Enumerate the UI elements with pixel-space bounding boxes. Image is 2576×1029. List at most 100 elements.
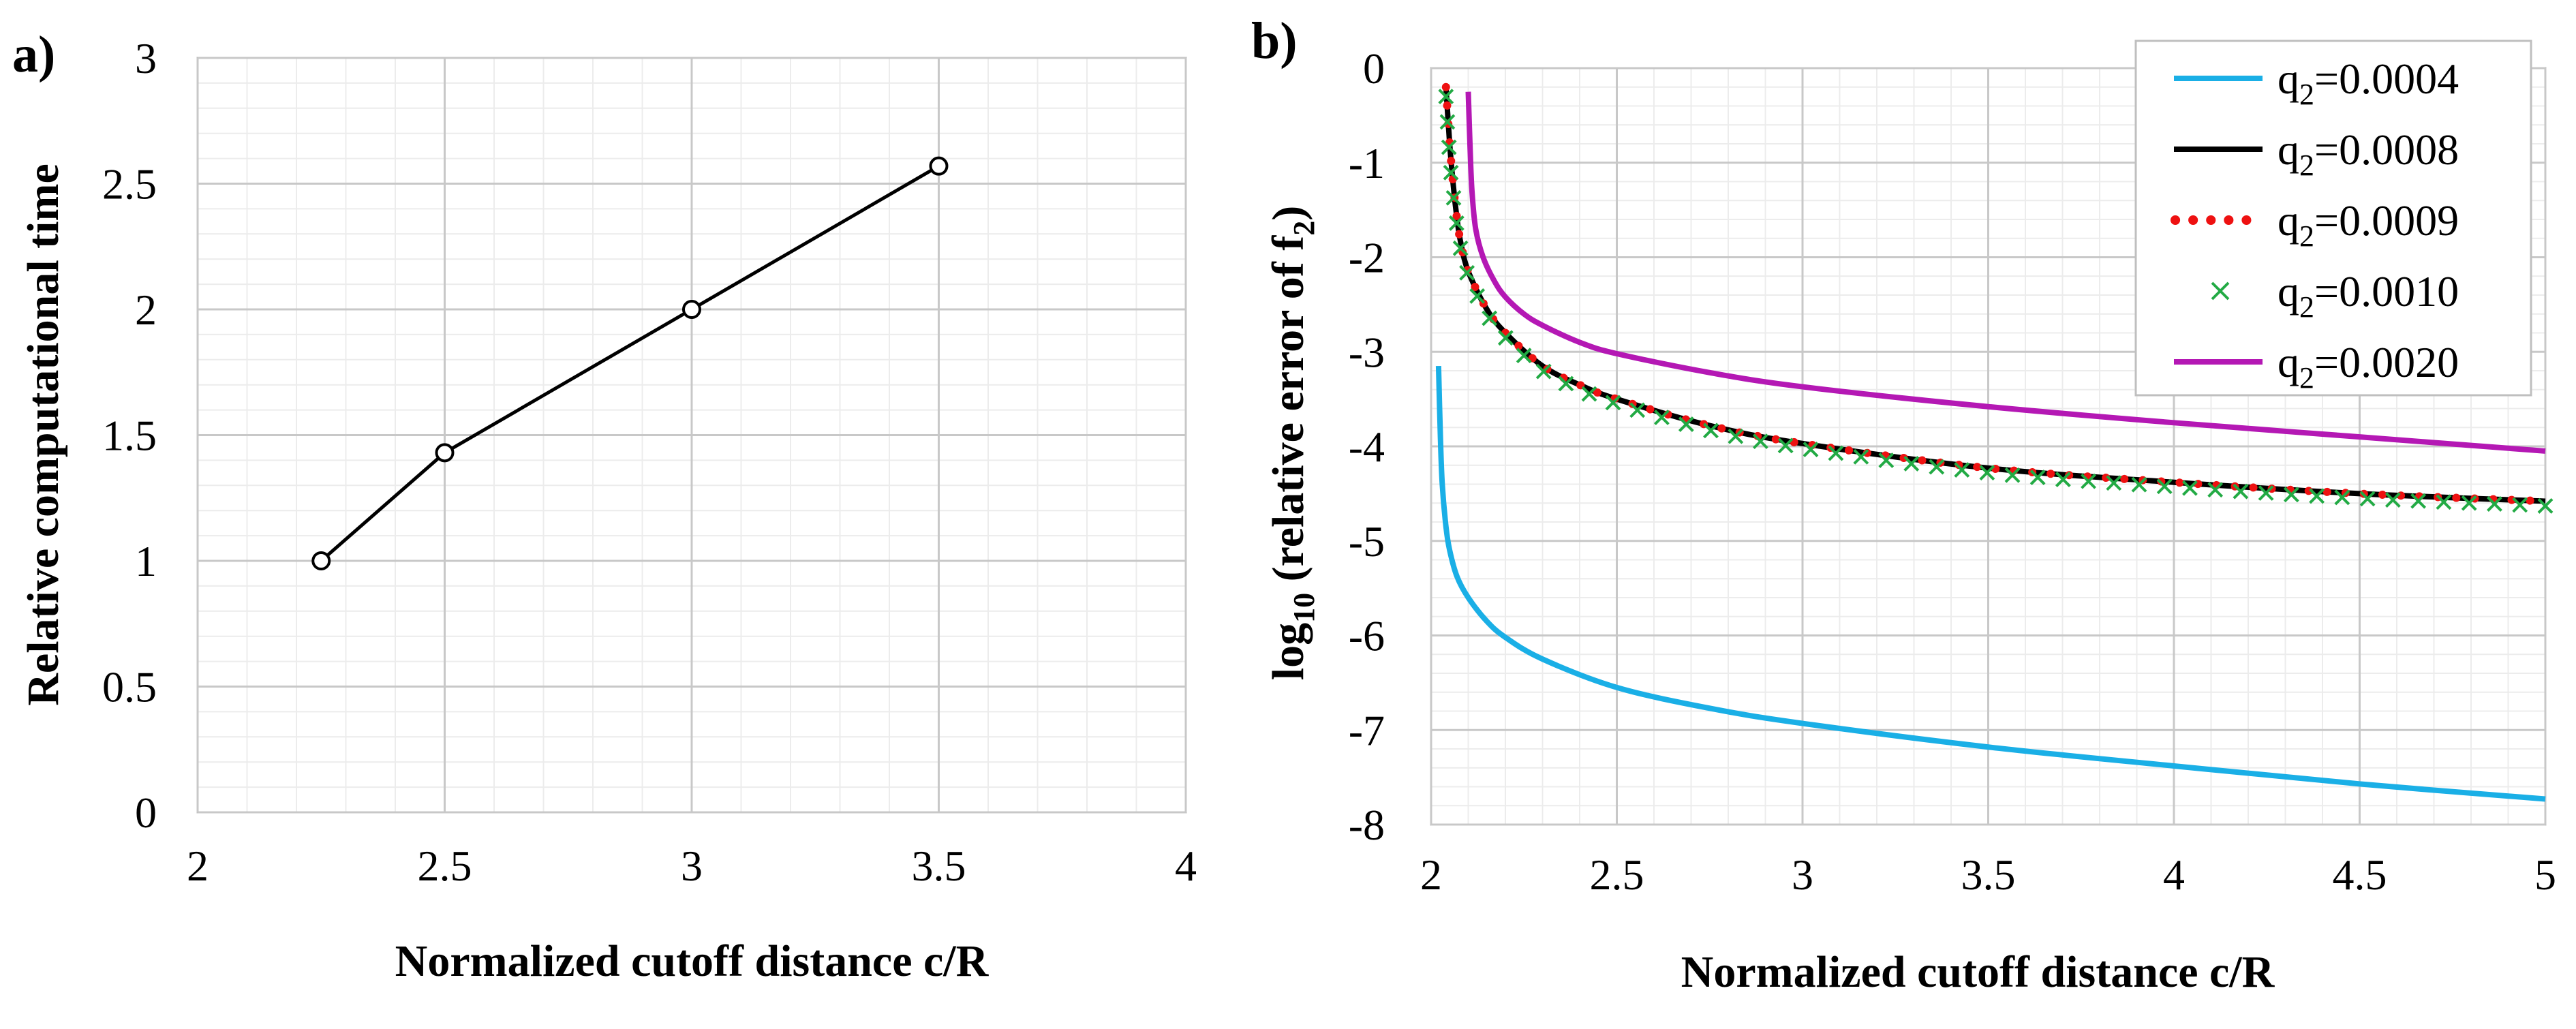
series-00010-marker	[1777, 437, 1794, 454]
series-00010-marker	[1929, 459, 1945, 475]
series-00010-marker	[2258, 485, 2274, 501]
series-00010-marker	[2029, 470, 2046, 486]
y-tick-label: 0	[1363, 44, 1385, 93]
panel-b-legend: q2=0.0004 q2=0.0008 q2=0.0009 q2=0.0010 q2=0…	[2134, 40, 2532, 397]
y-tick-label: -7	[1349, 706, 1385, 754]
y-tick-label: -6	[1349, 612, 1385, 660]
panel-b-x-axis-title: Normalized cutoff distance c/R	[1681, 947, 2275, 997]
series-00010-marker	[1443, 164, 1459, 181]
panel-a-label: a)	[12, 26, 55, 83]
y-tick-label: 0.5	[102, 663, 157, 711]
panel-b-label: b)	[1251, 12, 1298, 70]
y-tick-label: 0	[135, 788, 157, 837]
y-tick-label: -5	[1349, 517, 1385, 566]
legend-item: q2=0.0009	[2171, 196, 2459, 253]
series-00010-marker	[1497, 330, 1514, 346]
series-00010-marker	[2385, 492, 2401, 508]
series-00010-marker	[2131, 476, 2147, 493]
y-tick-label: -1	[1349, 139, 1385, 187]
panel-a-x-axis-title: Normalized cutoff distance c/R	[395, 936, 990, 986]
series-00010-marker	[1703, 423, 1719, 439]
series-00010-marker	[1516, 348, 1532, 364]
y-title-log: log	[1263, 623, 1313, 680]
series-00010-marker	[1678, 416, 1694, 432]
x-tick-label: 3.5	[1961, 850, 2016, 899]
series-00010-marker	[1439, 114, 1456, 130]
y-tick-label: 1	[135, 537, 157, 585]
y-title-sub-10: 10	[1287, 593, 1321, 623]
x-tick-label: 2.5	[1590, 850, 1644, 899]
series-00010-marker	[2233, 483, 2249, 500]
series-00010-marker	[1752, 433, 1768, 450]
series-00010-marker	[2055, 472, 2071, 487]
series-00010-marker	[1459, 264, 1475, 281]
series-00004-line	[1435, 365, 2546, 802]
series-00010-marker	[2156, 478, 2173, 495]
series-00010-marker	[1469, 288, 1486, 304]
y-tick-label: -8	[1349, 801, 1385, 849]
panel-b: b) 2 2.5 3 3.5 4 4.5 5 0 -1 -2 -3 -4 -5 -6 -7 -8 Norma…	[1251, 12, 2556, 997]
series-00010-marker	[1448, 215, 1465, 231]
legend-label: q2=0.0008	[2278, 125, 2459, 182]
series-00010-marker	[1438, 89, 1454, 105]
legend-item: q2=0.0008	[2174, 125, 2459, 182]
x-tick-label: 5	[2534, 850, 2556, 899]
legend-swatch	[2211, 281, 2230, 301]
series-00010-marker	[2436, 494, 2452, 510]
y-tick-label: 2	[135, 286, 157, 334]
series-00010-marker	[2410, 493, 2427, 509]
series-00010-marker	[2334, 489, 2350, 506]
series-00010-marker	[2207, 482, 2224, 498]
series-00010-marker	[1581, 386, 1597, 402]
series-00010-marker	[2537, 497, 2554, 514]
series-00010-marker	[1482, 310, 1498, 326]
panel-a-y-axis-title: Relative computational time	[18, 164, 68, 706]
series-00010-marker	[1803, 442, 1819, 458]
x-tick-label: 2	[187, 842, 209, 890]
y-tick-label: -3	[1349, 328, 1385, 376]
legend-item: q2=0.0004	[2174, 55, 2459, 111]
legend-label: q2=0.0020	[2278, 338, 2459, 395]
legend-box	[2134, 40, 2532, 397]
y-tick-label: -4	[1349, 423, 1385, 471]
panel-b-series	[1435, 82, 2554, 802]
legend-label: q2=0.0010	[2278, 267, 2459, 324]
panel-b-y-ticks: 0 -1 -2 -3 -4 -5 -6 -7 -8	[1349, 44, 1385, 849]
data-point	[682, 300, 701, 319]
panel-a-grid	[196, 57, 1187, 814]
series-00010-marker	[2512, 497, 2528, 513]
series-00010-marker	[1441, 139, 1457, 155]
x-tick-label: 3	[1792, 850, 1813, 899]
panel-a-series	[311, 156, 949, 570]
x-tick-label: 4	[2163, 850, 2185, 899]
data-point	[435, 443, 455, 463]
series-00010-marker	[2182, 480, 2198, 496]
series-00010-marker	[1605, 395, 1621, 411]
series-00010-marker	[1878, 452, 1895, 468]
y-tick-label: 3	[135, 34, 157, 82]
series-00010-marker	[1535, 363, 1552, 380]
panel-a-x-ticks: 2 2.5 3 3.5 4	[187, 842, 1197, 890]
y-tick-label: 1.5	[102, 412, 157, 460]
y-tick-label: 2.5	[102, 160, 157, 209]
y-tick-label: -2	[1349, 234, 1385, 282]
panel-a-y-ticks: 0 0.5 1 1.5 2 2.5 3	[102, 34, 157, 837]
panel-b-x-ticks: 2 2.5 3 3.5 4 4.5 5	[1420, 850, 2556, 899]
x-tick-label: 3.5	[912, 842, 966, 890]
series-00010-marker	[2487, 496, 2502, 512]
legend-label: q2=0.0004	[2278, 55, 2459, 111]
series-00010-marker	[1445, 189, 1462, 206]
x-tick-label: 2	[1420, 850, 1442, 899]
panel-b-y-axis-title: log10 (relative error of f2)	[1263, 206, 1321, 680]
series-00010-marker	[1853, 448, 1869, 465]
series-00010-marker	[1629, 402, 1646, 418]
series-line	[320, 164, 940, 562]
x-tick-label: 4	[1175, 842, 1197, 890]
series-00010-marker	[1728, 428, 1744, 444]
series-00010-marker	[2004, 467, 2021, 483]
x-tick-label: 3	[681, 842, 703, 890]
series-00010-marker	[1654, 410, 1670, 425]
legend-item: q2=0.0010	[2211, 267, 2459, 324]
series-00010-marker	[2081, 473, 2096, 489]
